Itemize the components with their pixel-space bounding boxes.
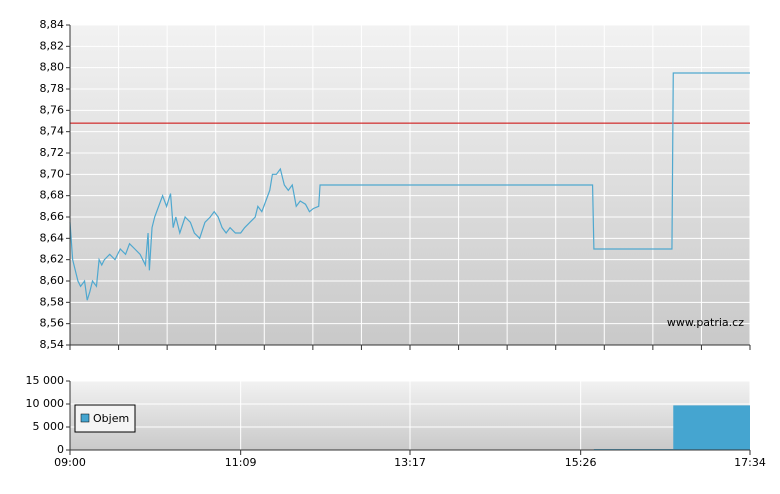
- y-tick-label: 8,78: [40, 82, 65, 95]
- y-tick-label: 8,62: [40, 253, 65, 266]
- y-tick-label: 8,56: [40, 317, 65, 330]
- volume-bar: [673, 405, 750, 450]
- y-tick-label: 8,82: [40, 39, 65, 52]
- x-tick-label: 15:26: [565, 456, 597, 469]
- y-tick-label: 8,72: [40, 146, 65, 159]
- x-tick-label: 13:17: [394, 456, 426, 469]
- y-tick-label: 8,76: [40, 103, 65, 116]
- x-tick-label: 17:34: [734, 456, 766, 469]
- y-tick-label: 8,80: [40, 61, 65, 74]
- y-tick-label: 10 000: [26, 397, 65, 410]
- legend-swatch: [80, 413, 90, 423]
- y-tick-label: 8,54: [40, 338, 65, 351]
- y-tick-label: 8,60: [40, 274, 65, 287]
- y-tick-label: 5 000: [33, 420, 65, 433]
- price-line: [69, 72, 750, 301]
- x-tick-label: 09:00: [54, 456, 86, 469]
- y-tick-label: 15 000: [26, 374, 65, 387]
- watermark: www.patria.cz: [667, 316, 744, 329]
- y-tick-label: 8,64: [40, 231, 65, 244]
- y-tick-label: 8,74: [40, 125, 65, 138]
- y-tick-label: 8,58: [40, 295, 65, 308]
- y-tick-label: 0: [57, 443, 64, 456]
- legend-label: Objem: [93, 412, 129, 425]
- y-tick-label: 8,68: [40, 189, 65, 202]
- y-tick-label: 8,70: [40, 167, 65, 180]
- x-tick-label: 11:09: [225, 456, 257, 469]
- y-tick-label: 8,84: [40, 18, 65, 31]
- y-tick-label: 8,66: [40, 210, 65, 223]
